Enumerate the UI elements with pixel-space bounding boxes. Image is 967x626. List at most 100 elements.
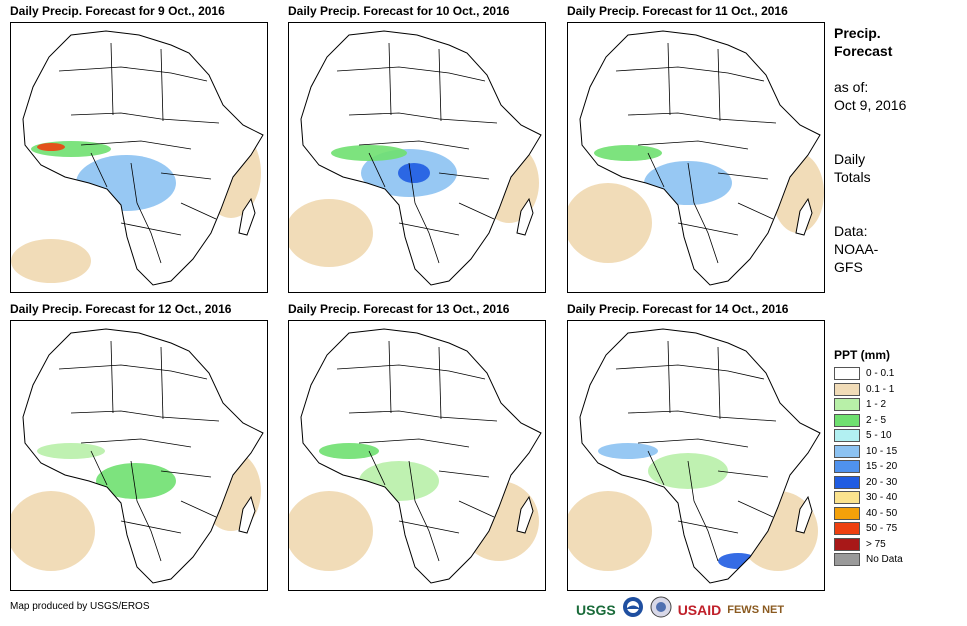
- country-border: [677, 222, 739, 236]
- legend-item: 2 - 5: [834, 413, 954, 429]
- land-precip-zone: [644, 161, 732, 205]
- legend-swatch: [834, 491, 860, 505]
- country-border: [637, 140, 749, 150]
- legend-swatch: [834, 413, 860, 427]
- africa-map-svg: [11, 328, 264, 584]
- legend-item: 40 - 50: [834, 506, 954, 522]
- country-border: [388, 42, 392, 116]
- country-border: [717, 346, 721, 420]
- panel-title: Daily Precip. Forecast for 13 Oct., 2016: [288, 302, 510, 316]
- country-border: [647, 450, 665, 486]
- country-border: [627, 112, 777, 124]
- legend-label: 15 - 20: [866, 461, 898, 473]
- coastline: [300, 30, 542, 286]
- country-border: [160, 346, 164, 420]
- legend-swatch: [834, 444, 860, 458]
- country-border: [717, 48, 721, 122]
- country-border: [687, 162, 719, 264]
- country-border: [58, 364, 208, 380]
- country-border: [120, 520, 182, 534]
- legend-swatch: [834, 382, 860, 396]
- coastline: [22, 328, 264, 584]
- usaid-logo: USAID: [677, 601, 722, 618]
- ocean-precip-zone: [568, 183, 652, 263]
- madagascar: [238, 495, 256, 534]
- country-border: [120, 222, 182, 236]
- legend-label: > 75: [866, 538, 886, 550]
- country-border: [408, 162, 440, 264]
- coastline: [579, 30, 821, 286]
- legend-item: 20 - 30: [834, 475, 954, 491]
- country-border: [647, 152, 665, 188]
- country-border: [737, 500, 774, 518]
- noaa-logo-icon: [622, 596, 644, 623]
- country-border: [70, 112, 220, 124]
- ocean-precip-zone: [289, 491, 373, 571]
- precip-map: [288, 22, 546, 293]
- country-border: [348, 410, 498, 422]
- legend-swatch: [834, 398, 860, 412]
- data-line-3: GFS: [834, 259, 863, 275]
- agency-logos: USGS USAID FEWS NET: [576, 596, 784, 623]
- africa-landmass: [301, 329, 541, 583]
- land-precip-zone: [76, 155, 176, 211]
- precip-map: [10, 22, 268, 293]
- precip-zones: [598, 443, 758, 569]
- country-border: [368, 152, 386, 188]
- legend-label: 10 - 15: [866, 445, 898, 457]
- country-border: [438, 172, 490, 180]
- legend-swatch: [834, 367, 860, 381]
- country-border: [458, 202, 495, 220]
- legend-label: 50 - 75: [866, 523, 898, 535]
- country-border: [358, 438, 470, 448]
- side-info: Precip. Forecast as of: Oct 9, 2016 Dail…: [834, 24, 964, 276]
- country-border: [677, 520, 739, 534]
- legend-item: No Data: [834, 552, 954, 568]
- country-border: [687, 460, 719, 562]
- legend-item: 10 - 15: [834, 444, 954, 460]
- legend-item: 0.1 - 1: [834, 382, 954, 398]
- forecast-panel-3: Daily Precip. Forecast for 11 Oct., 2016: [567, 4, 825, 293]
- legend-label: 2 - 5: [866, 414, 887, 426]
- africa-map-svg: [289, 30, 542, 286]
- country-border: [368, 450, 386, 486]
- panel-title: Daily Precip. Forecast for 11 Oct., 2016: [567, 4, 788, 18]
- panel-title: Daily Precip. Forecast for 12 Oct., 2016: [10, 302, 232, 316]
- legend-item: 15 - 20: [834, 459, 954, 475]
- land-precip-zone: [37, 143, 65, 151]
- africa-map-svg: [289, 328, 542, 584]
- coastline: [579, 328, 821, 584]
- country-border: [358, 140, 470, 150]
- country-border: [458, 500, 495, 518]
- ocean-precip-zone: [289, 199, 373, 267]
- country-border: [180, 202, 217, 220]
- africa-map-svg: [568, 30, 824, 286]
- daily-line-2: Totals: [834, 169, 871, 185]
- land-precip-zone: [319, 443, 379, 459]
- legend-item: 0 - 0.1: [834, 366, 954, 382]
- legend-swatch: [834, 553, 860, 567]
- country-border: [615, 364, 765, 380]
- land-precip-zone: [398, 163, 430, 183]
- country-border: [615, 66, 765, 82]
- africa-landmass: [580, 31, 820, 285]
- country-border: [336, 66, 486, 82]
- panel-title: Daily Precip. Forecast for 9 Oct., 2016: [10, 4, 225, 18]
- land-precip-zone: [359, 461, 439, 501]
- legend-label: 0.1 - 1: [866, 383, 895, 395]
- country-border: [130, 162, 162, 264]
- africa-map-svg: [11, 30, 264, 286]
- country-border: [180, 500, 217, 518]
- country-border: [627, 410, 777, 422]
- country-border: [70, 410, 220, 422]
- legend-swatch: [834, 475, 860, 489]
- legend-label: 0 - 0.1: [866, 368, 895, 380]
- country-border: [438, 48, 442, 122]
- land-precip-zone: [96, 463, 176, 499]
- forecast-panel-1: Daily Precip. Forecast for 9 Oct., 2016: [10, 4, 268, 293]
- country-border: [388, 340, 392, 414]
- forecast-panel-5: Daily Precip. Forecast for 13 Oct., 2016: [288, 302, 546, 591]
- madagascar: [516, 197, 534, 236]
- land-precip-zone: [594, 145, 662, 161]
- land-precip-zone: [181, 267, 241, 279]
